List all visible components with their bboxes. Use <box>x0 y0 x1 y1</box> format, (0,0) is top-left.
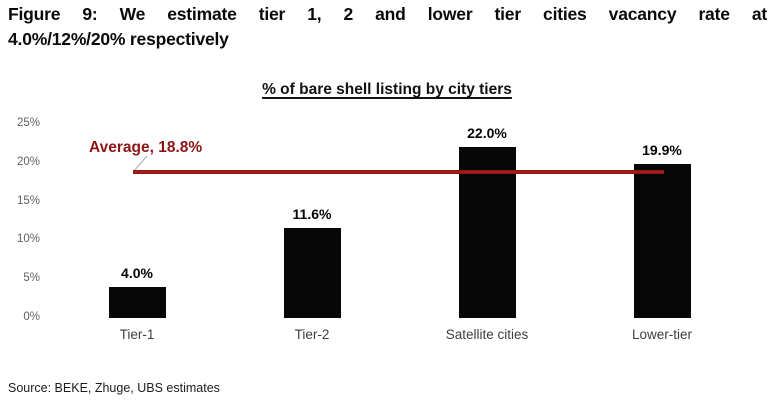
bar-lower-tier <box>633 163 691 318</box>
chart-title: % of bare shell listing by city tiers <box>262 81 512 98</box>
figure-title-line1: Figure 9: We estimate tier 1, 2 and lowe… <box>8 4 767 24</box>
category-label-lower-tier: Lower-tier <box>631 327 693 342</box>
figure-title-line2: 4.0%/12%/20% respectively <box>8 29 229 49</box>
value-label-tier-1: 4.0% <box>121 264 153 281</box>
y-axis-tick-label: 5% <box>23 272 40 285</box>
category-label-satellite-cities: Satellite cities <box>445 327 529 342</box>
bar-tier-2 <box>283 227 341 318</box>
chart-title-wrap: % of bare shell listing by city tiers <box>0 81 774 99</box>
bar-tier-1 <box>108 286 166 318</box>
category-label-tier-2: Tier-2 <box>294 327 330 342</box>
y-axis-tick-label: 20% <box>16 155 40 168</box>
value-label-lower-tier: 19.9% <box>642 141 682 158</box>
value-label-tier-2: 11.6% <box>292 205 332 222</box>
category-label-tier-1: Tier-1 <box>119 327 155 342</box>
average-annotation-label: Average, 18.8% <box>89 139 203 156</box>
y-axis-tick-label: 25% <box>16 117 40 129</box>
average-reference-line <box>133 169 664 175</box>
y-axis-tick-label: 10% <box>16 233 40 246</box>
bar-satellite-cities <box>458 147 516 318</box>
figure-title: Figure 9: We estimate tier 1, 2 and lowe… <box>8 2 767 52</box>
source-note: Source: BEKE, Zhuge, UBS estimates <box>8 381 220 395</box>
y-axis-tick-label: 15% <box>16 194 40 207</box>
value-label-satellite-cities: 22.0% <box>467 125 507 142</box>
y-axis-tick-label: 0% <box>23 311 40 323</box>
